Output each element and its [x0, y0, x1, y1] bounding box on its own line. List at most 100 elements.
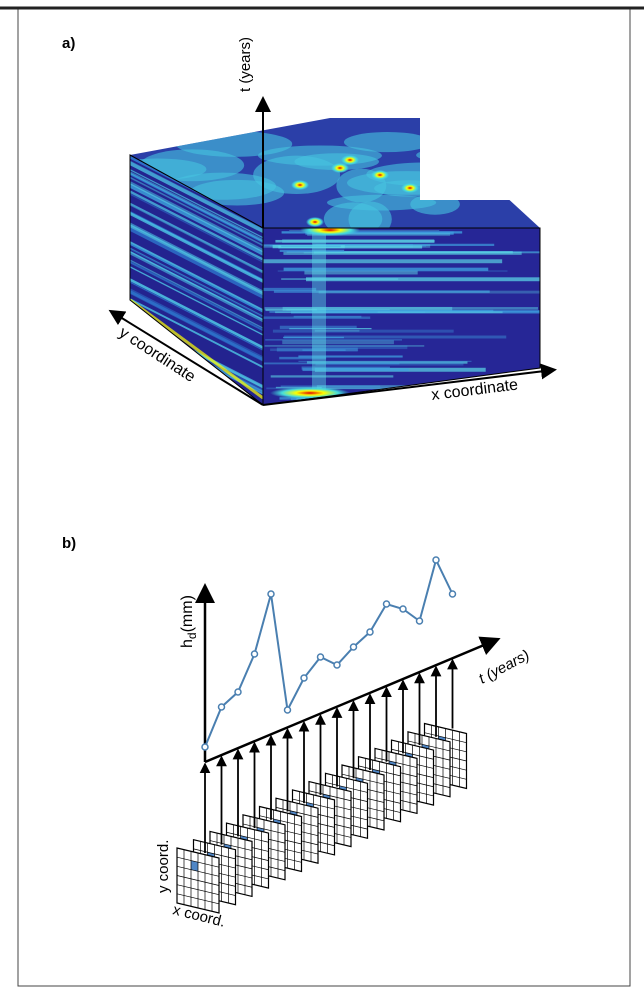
point	[333, 661, 341, 669]
point	[283, 706, 292, 714]
texture	[284, 335, 507, 339]
texture	[130, 184, 263, 257]
texture	[130, 201, 263, 274]
texture	[316, 385, 449, 390]
panel-label: a)	[62, 35, 75, 52]
texture	[312, 243, 495, 246]
texture	[264, 307, 538, 310]
y-axis	[108, 309, 264, 406]
hotspot	[306, 217, 324, 227]
texture	[130, 221, 263, 295]
texture	[130, 265, 263, 337]
texture	[298, 355, 403, 358]
texture	[130, 242, 263, 314]
texture	[283, 251, 522, 255]
texture	[130, 171, 263, 244]
point	[267, 590, 275, 598]
data-cube	[129, 110, 550, 406]
texture	[130, 175, 263, 248]
texture	[263, 259, 503, 264]
texture	[270, 348, 359, 352]
texture	[348, 201, 392, 228]
point	[250, 650, 259, 658]
texture	[130, 290, 263, 363]
top-blank	[420, 110, 550, 200]
texture	[130, 250, 263, 324]
texture	[305, 231, 454, 235]
texture	[282, 306, 453, 311]
texture	[130, 289, 263, 362]
x-axis	[262, 363, 557, 406]
texture	[130, 168, 263, 240]
line	[204, 557, 454, 748]
texture	[130, 298, 263, 400]
texture	[265, 339, 402, 341]
point	[201, 743, 209, 751]
texture	[130, 260, 263, 333]
texture	[279, 249, 345, 252]
hotspot	[401, 183, 419, 193]
point	[349, 643, 358, 651]
texture	[130, 287, 263, 361]
texture	[343, 131, 431, 153]
texture	[264, 362, 400, 365]
unit: (mm)	[179, 595, 196, 632]
texture	[130, 211, 263, 284]
texture	[276, 347, 358, 352]
texture	[307, 232, 451, 237]
texture	[130, 223, 263, 297]
texture	[130, 247, 263, 319]
texture	[175, 131, 293, 157]
point	[316, 653, 325, 661]
texture	[264, 345, 425, 347]
t-axis	[204, 636, 501, 764]
h-axis-label: hd(mm)	[179, 595, 199, 648]
texture	[130, 192, 263, 264]
texture	[314, 329, 360, 332]
point	[300, 674, 308, 682]
texture	[130, 249, 263, 322]
texture	[130, 160, 263, 232]
texture	[277, 270, 508, 272]
texture	[311, 310, 378, 314]
texture	[130, 170, 263, 243]
texture	[298, 360, 472, 362]
texture	[279, 325, 357, 330]
texture	[282, 340, 394, 345]
texture	[130, 159, 263, 231]
symbol: h	[179, 639, 196, 648]
point	[217, 703, 226, 711]
hotspot	[300, 228, 360, 236]
texture	[302, 349, 346, 352]
texture	[293, 315, 362, 318]
texture	[312, 345, 408, 350]
hotspot	[291, 180, 309, 190]
texture	[281, 245, 341, 248]
texture	[263, 287, 317, 292]
point	[399, 605, 407, 613]
texture	[130, 201, 263, 275]
texture	[280, 385, 381, 388]
texture	[263, 316, 371, 319]
texture	[130, 246, 263, 318]
point	[432, 556, 440, 564]
grid-stack	[176, 658, 468, 914]
texture	[273, 290, 490, 293]
texture	[130, 180, 263, 253]
point	[366, 628, 374, 636]
texture	[130, 280, 263, 352]
texture	[130, 258, 263, 330]
texture	[304, 270, 418, 275]
texture	[301, 366, 390, 370]
texture	[278, 245, 423, 249]
texture	[318, 290, 540, 294]
panel-label: b)	[62, 535, 76, 552]
texture	[281, 278, 399, 280]
texture	[272, 329, 454, 333]
texture	[289, 328, 372, 330]
hotspot	[331, 163, 349, 173]
grid	[176, 762, 220, 914]
texture	[279, 356, 327, 360]
point	[415, 617, 424, 625]
